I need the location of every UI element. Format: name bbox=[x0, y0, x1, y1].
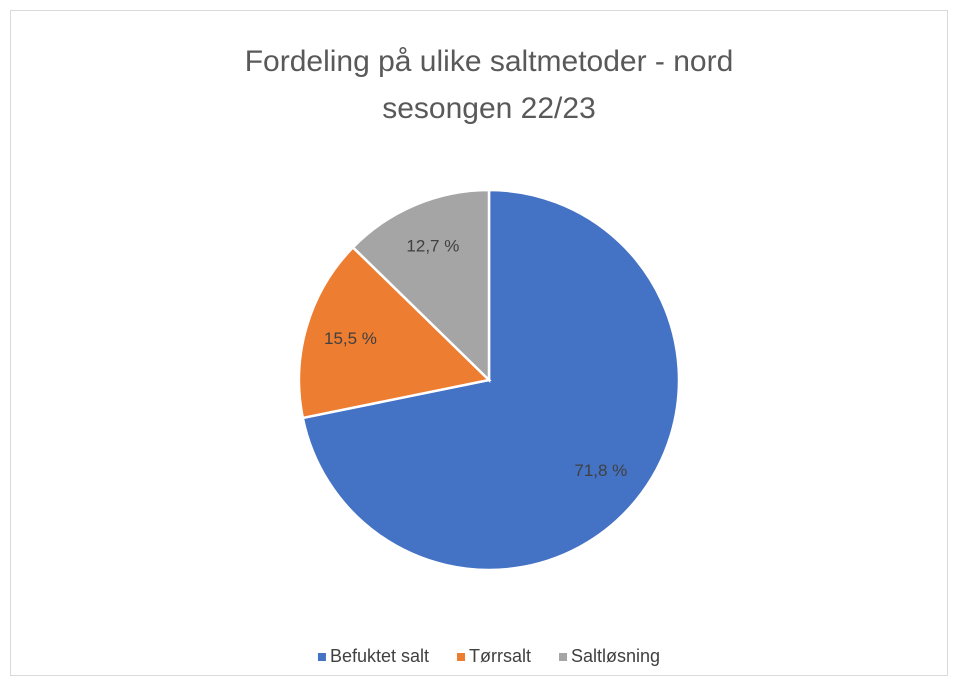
chart-title: Fordeling på ulike saltmetoder - nord bbox=[245, 45, 734, 78]
pie-slice bbox=[301, 188, 681, 572]
data-label: 71,8 % bbox=[574, 461, 627, 480]
legend-swatch bbox=[317, 653, 326, 661]
pie-slice bbox=[297, 245, 492, 420]
data-label: 15,5 % bbox=[324, 329, 377, 348]
legend-swatch bbox=[559, 653, 568, 661]
legend-swatch bbox=[457, 653, 466, 661]
pie-slice bbox=[351, 188, 491, 383]
data-label: 12,7 % bbox=[406, 236, 459, 255]
legend-label: Befuktet salt bbox=[330, 646, 429, 666]
chart-title: sesongen 22/23 bbox=[382, 92, 596, 125]
legend-label: Tørrsalt bbox=[469, 646, 531, 666]
legend-label: Saltløsning bbox=[571, 646, 660, 666]
